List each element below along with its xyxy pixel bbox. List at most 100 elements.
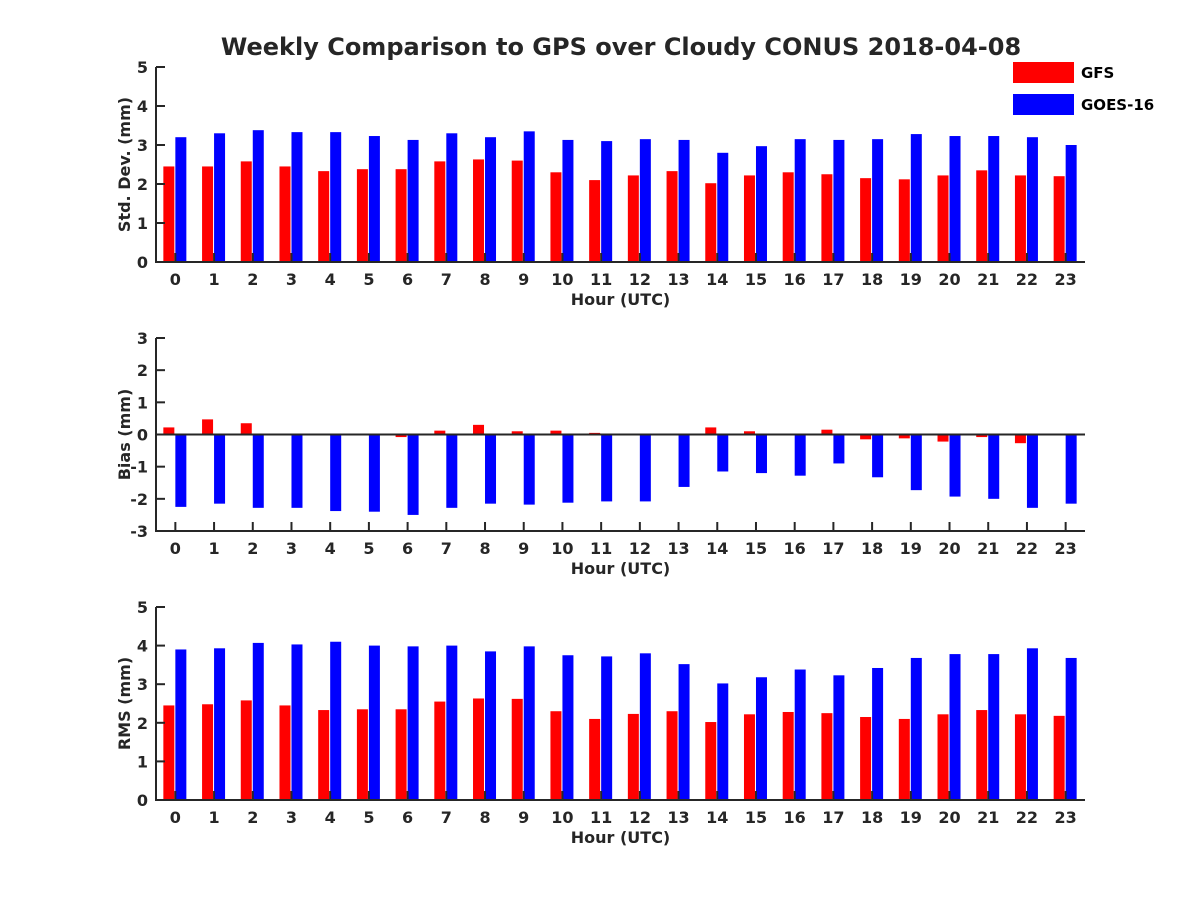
bar-goes-16-hour-3 [291, 434, 303, 508]
x-tick-label: 5 [363, 270, 374, 289]
x-tick-label: 8 [479, 808, 490, 827]
bar-gfs-hour-12 [627, 713, 639, 800]
bar-goes-16-hour-6 [407, 434, 419, 515]
bar-goes-16-hour-9 [523, 131, 535, 262]
bar-goes-16-hour-0 [175, 649, 187, 800]
bar-gfs-hour-8 [473, 159, 485, 262]
bar-goes-16-hour-16 [794, 139, 806, 262]
bar-gfs-hour-10 [550, 430, 562, 435]
x-tick-label: 22 [1016, 808, 1038, 827]
bar-gfs-hour-22 [1014, 434, 1026, 444]
legend-swatch [1013, 94, 1074, 115]
bar-gfs-hour-17 [821, 429, 833, 435]
bar-goes-16-hour-9 [523, 646, 535, 800]
y-tick-label: 3 [137, 675, 148, 694]
bar-gfs-hour-18 [860, 717, 872, 800]
x-tick-label: 11 [590, 539, 612, 558]
x-tick-label: 3 [286, 808, 297, 827]
y-tick-label: 2 [137, 361, 148, 380]
x-tick-label: 8 [479, 539, 490, 558]
x-tick-label: 12 [629, 539, 651, 558]
x-tick-label: 17 [822, 270, 844, 289]
bar-goes-16-hour-4 [330, 641, 342, 800]
bar-goes-16-hour-12 [639, 653, 651, 800]
bar-goes-16-hour-22 [1026, 648, 1038, 800]
bar-goes-16-hour-13 [678, 434, 690, 487]
bar-goes-16-hour-16 [794, 434, 806, 476]
bar-goes-16-hour-22 [1026, 434, 1038, 508]
x-tick-label: 1 [208, 808, 219, 827]
x-tick-label: 13 [667, 270, 689, 289]
bar-gfs-hour-2 [240, 700, 252, 800]
bar-goes-16-hour-17 [833, 675, 845, 800]
y-axis-label: Std. Dev. (mm) [115, 97, 134, 232]
bar-gfs-hour-23 [1053, 715, 1065, 800]
bar-goes-16-hour-12 [639, 139, 651, 262]
x-tick-label: 7 [441, 808, 452, 827]
bar-gfs-hour-18 [860, 434, 872, 440]
bar-gfs-hour-13 [666, 171, 678, 262]
x-tick-label: 19 [900, 539, 922, 558]
bar-gfs-hour-3 [279, 705, 291, 800]
bar-goes-16-hour-13 [678, 139, 690, 262]
x-tick-label: 16 [784, 808, 806, 827]
bar-gfs-hour-17 [821, 713, 833, 800]
x-tick-label: 18 [861, 539, 883, 558]
legend-entry-gfs: GFS [1013, 62, 1114, 83]
bar-gfs-hour-11 [589, 718, 601, 800]
x-tick-label: 10 [551, 539, 573, 558]
bar-goes-16-hour-6 [407, 646, 419, 800]
x-tick-label: 22 [1016, 539, 1038, 558]
x-tick-label: 0 [170, 539, 181, 558]
bar-goes-16-hour-7 [446, 645, 458, 800]
bar-goes-16-hour-23 [1065, 434, 1077, 504]
bar-goes-16-hour-23 [1065, 657, 1077, 800]
y-tick-label: 4 [137, 97, 148, 116]
y-tick-label: 3 [137, 136, 148, 155]
bar-gfs-hour-7 [434, 161, 446, 262]
x-tick-label: 17 [822, 539, 844, 558]
x-tick-label: 20 [938, 808, 960, 827]
bar-goes-16-hour-4 [330, 132, 342, 262]
bar-gfs-hour-21 [976, 434, 988, 438]
x-tick-label: 21 [977, 808, 999, 827]
bar-gfs-hour-7 [434, 701, 446, 800]
bar-goes-16-hour-20 [949, 434, 961, 497]
x-tick-label: 23 [1055, 808, 1077, 827]
series-gfs [163, 698, 1065, 800]
bar-gfs-hour-8 [473, 698, 485, 800]
bar-gfs-hour-15 [743, 714, 755, 800]
bar-gfs-hour-7 [434, 430, 446, 435]
bar-goes-16-hour-17 [833, 139, 845, 262]
series-gfs [163, 419, 1026, 444]
bar-goes-16-hour-9 [523, 434, 535, 505]
bar-goes-16-hour-10 [562, 434, 574, 503]
x-tick-label: 5 [363, 539, 374, 558]
x-tick-label: 9 [518, 808, 529, 827]
y-tick-label: 5 [137, 598, 148, 617]
bar-goes-16-hour-0 [175, 434, 187, 507]
bar-gfs-hour-15 [743, 175, 755, 262]
x-tick-label: 6 [402, 270, 413, 289]
bar-gfs-hour-21 [976, 170, 988, 262]
series-gfs [163, 159, 1065, 262]
y-tick-label: 2 [137, 714, 148, 733]
bar-gfs-hour-1 [202, 166, 214, 262]
bar-goes-16-hour-8 [485, 651, 497, 800]
x-tick-label: 23 [1055, 270, 1077, 289]
bar-goes-16-hour-8 [485, 137, 497, 262]
bar-goes-16-hour-18 [872, 667, 884, 800]
bar-goes-16-hour-5 [368, 645, 380, 800]
bar-goes-16-hour-15 [755, 434, 767, 474]
bar-gfs-hour-13 [666, 711, 678, 800]
bar-gfs-hour-6 [395, 434, 407, 438]
x-tick-label: 7 [441, 539, 452, 558]
legend-swatch [1013, 62, 1074, 83]
x-tick-label: 20 [938, 539, 960, 558]
bar-goes-16-hour-11 [601, 434, 613, 502]
bar-goes-16-hour-2 [252, 642, 264, 800]
bar-goes-16-hour-20 [949, 654, 961, 800]
